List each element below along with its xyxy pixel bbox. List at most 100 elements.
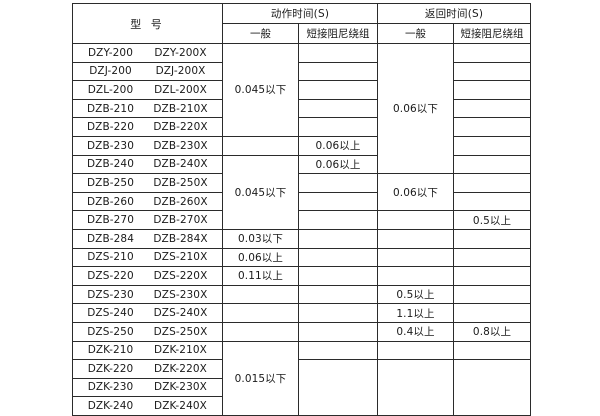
model-code-variant: DZB-270X <box>153 214 208 227</box>
return-damped-value <box>453 43 532 63</box>
return-general-value <box>377 228 455 249</box>
operate-damped-value <box>297 303 379 323</box>
model-cell: DZS-230 DZS-230X <box>72 284 223 305</box>
return-general-value <box>377 340 455 361</box>
operate-general-value: 0.045以下 <box>222 154 299 230</box>
operate-damped-value <box>297 61 379 82</box>
model-code-primary: DZS-240 <box>87 307 134 320</box>
relay-timing-specification-table: 型 号 动作时间(S) 返回时间(S) 一般 短接阻尼绕组 一般 短接阻尼绕组 … <box>72 3 532 416</box>
table-row: DZL-200 DZL-200X <box>72 80 532 100</box>
model-code-variant: DZB-260X <box>153 195 208 208</box>
model-code-primary: DZS-220 <box>87 269 134 282</box>
model-cell: DZY-200 DZY-200X <box>72 43 223 63</box>
model-code-primary: DZS-250 <box>87 325 134 338</box>
header-model: 型 号 <box>72 3 223 44</box>
header-row-sub: 一般 短接阻尼绕组 一般 短接阻尼绕组 <box>73 23 532 44</box>
operate-damped-value <box>297 173 379 193</box>
header-row-group: 型 号 动作时间(S) 返回时间(S) <box>72 3 532 44</box>
model-code-primary: DZB-284 <box>86 232 134 245</box>
model-cell: DZB-210 DZB-210X <box>72 98 223 119</box>
return-general-value: 0.4以上 <box>377 321 455 342</box>
operate-damped-value <box>297 80 379 100</box>
model-code-primary: DZB-220 <box>86 121 134 134</box>
model-code-variant: DZB-284X <box>153 232 208 245</box>
model-code-primary: DZK-210 <box>87 344 134 357</box>
operate-damped-value <box>297 321 379 342</box>
operate-damped-value <box>297 359 379 416</box>
header-return-general: 一般 <box>377 23 455 44</box>
table-row: DZB-250 DZB-250X 0.06以下 <box>72 173 532 212</box>
model-code-variant: DZL-200X <box>154 83 207 96</box>
return-damped-value <box>453 173 532 193</box>
model-cell: DZB-230 DZB-230X <box>72 135 223 156</box>
operate-damped-value <box>297 117 379 137</box>
return-damped-value: 0.5以上 <box>453 210 532 230</box>
return-damped-value <box>453 228 532 249</box>
return-damped-value <box>453 80 532 100</box>
header-return-time: 返回时间(S) <box>377 3 532 24</box>
table-row: DZB-260 DZB-260X <box>72 191 532 212</box>
model-code-variant: DZY-200X <box>154 46 207 59</box>
operate-damped-value <box>297 266 379 286</box>
operate-damped-value <box>297 210 379 230</box>
model-cell: DZL-200 DZL-200X <box>72 80 223 100</box>
model-code-primary: DZK-230 <box>87 381 134 394</box>
model-code-variant: DZB-210X <box>153 102 208 115</box>
operate-general-value: 0.11以上 <box>222 266 299 286</box>
model-cell: DZB-270 DZB-270X <box>72 210 223 230</box>
model-code-variant: DZJ-200X <box>155 65 206 78</box>
table-header: 型 号 动作时间(S) 返回时间(S) 一般 短接阻尼绕组 一般 短接阻尼绕组 <box>72 3 532 44</box>
operate-general-value: 0.03以下 <box>222 228 299 249</box>
return-damped-value <box>453 135 532 156</box>
operate-general-value <box>222 303 299 323</box>
header-operate-damped: 短接阻尼绕组 <box>297 23 379 44</box>
table-row: DZB-270 DZB-270X 0.5以上 <box>72 210 532 230</box>
specification-table-container: 型 号 动作时间(S) 返回时间(S) 一般 短接阻尼绕组 一般 短接阻尼绕组 … <box>72 3 532 416</box>
model-cell: DZS-240 DZS-240X <box>72 303 223 323</box>
return-damped-value <box>453 284 532 305</box>
model-code-primary: DZY-200 <box>88 46 133 59</box>
model-code-variant: DZS-210X <box>153 251 208 264</box>
model-cell: DZS-250 DZS-250X <box>72 321 223 342</box>
model-code-primary: DZK-240 <box>87 400 134 413</box>
model-code-variant: DZB-240X <box>153 158 208 171</box>
model-code-primary: DZB-250 <box>86 176 134 189</box>
return-damped-value <box>453 61 532 82</box>
model-code-variant: DZK-210X <box>154 344 207 357</box>
operate-damped-value <box>297 247 379 268</box>
return-damped-value <box>453 359 532 416</box>
model-code-variant: DZS-240X <box>153 307 208 320</box>
table-row: DZK-220 DZK-220X <box>72 359 532 416</box>
model-code-primary: DZB-270 <box>86 214 134 227</box>
model-code-primary: DZB-240 <box>86 158 134 171</box>
model-code-primary: DZB-210 <box>86 102 134 115</box>
model-code-primary: DZL-200 <box>87 83 134 96</box>
operate-damped-value <box>297 43 379 63</box>
operate-damped-value <box>297 228 379 249</box>
operate-general-value: 0.06以上 <box>222 247 299 268</box>
return-damped-value <box>453 191 532 212</box>
return-damped-value <box>453 247 532 268</box>
model-code-variant: DZS-220X <box>153 269 208 282</box>
header-operate-general: 一般 <box>222 23 299 44</box>
operate-damped-value <box>297 340 379 361</box>
table-row: DZB-284 DZB-284X 0.03以下 <box>72 228 532 249</box>
operate-general-value <box>222 321 299 342</box>
model-cell: DZB-240 DZB-240X <box>72 154 223 175</box>
operate-damped-value: 0.06以上 <box>297 135 379 156</box>
table-row: DZK-230 DZK-230X <box>72 377 531 398</box>
model-code-variant: DZK-220X <box>154 362 207 375</box>
operate-general-value <box>222 135 299 156</box>
return-damped-value <box>453 266 532 286</box>
model-code-variant: DZS-230X <box>153 288 208 301</box>
return-damped-value <box>453 154 532 175</box>
return-damped-value <box>453 117 532 137</box>
return-damped-value <box>453 98 532 119</box>
model-code-variant: DZK-230X <box>154 381 207 394</box>
model-code-primary: DZS-230 <box>87 288 134 301</box>
return-general-value <box>377 359 455 416</box>
operate-damped-value <box>297 284 379 305</box>
table-row: DZK-210 DZK-210X 0.015以下 <box>72 340 532 416</box>
table-row: DZS-240 DZS-240X 1.1以上 <box>72 303 532 323</box>
table-row: DZY-200 DZY-200X 0.045以下 0.06以下 <box>72 42 532 175</box>
